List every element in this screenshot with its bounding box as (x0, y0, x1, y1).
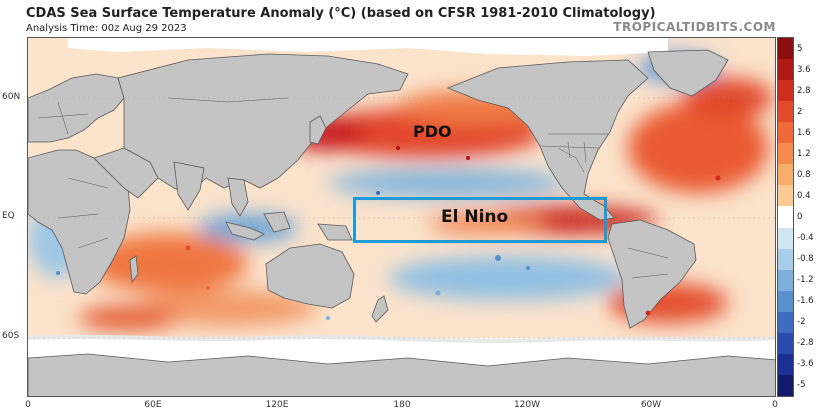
colorbar (777, 37, 794, 397)
border-russia (167, 97, 289, 103)
colorbar-segment (778, 227, 793, 250)
el-nino-label: El Nino (441, 207, 509, 227)
border-africa (57, 177, 109, 249)
colorbar-tick-label: 0.8 (797, 169, 811, 180)
colorbar-tick-label: -0.8 (797, 254, 814, 265)
colorbar-tick-label: -2.8 (797, 338, 814, 349)
el-nino-box (353, 197, 607, 243)
lat-label-60n: 60N (2, 92, 21, 102)
land-north-america (446, 59, 649, 221)
border-us-states (557, 147, 585, 173)
land-europe (28, 73, 125, 143)
lon-label-60e: 60E (144, 400, 162, 410)
colorbar-segment (778, 38, 793, 60)
colorbar-tick-label: 0 (797, 212, 803, 222)
colorbar-segment (778, 206, 793, 229)
sst-map (27, 37, 776, 397)
lon-label-0-east: 0 (772, 400, 778, 410)
anomaly-south-pacific-cool (388, 256, 628, 300)
colorbar-segment (778, 269, 793, 292)
border-europe (37, 101, 89, 135)
anomaly-field (28, 54, 773, 330)
colorbar-segment (778, 353, 793, 376)
colorbar-tick-label: -5 (797, 380, 806, 391)
colorbar-segment (778, 164, 793, 186)
lon-label-180: 180 (393, 400, 411, 410)
lat-label-60s: 60S (2, 331, 20, 341)
land-antarctica (28, 353, 775, 396)
land-japan (309, 115, 327, 145)
pdo-label: PDO (413, 122, 452, 141)
anomaly-indian-ocean (88, 233, 248, 293)
colorbar-segment (778, 248, 793, 271)
colorbar-segment (778, 311, 793, 334)
colorbar-tick-label: 1.2 (797, 148, 811, 159)
colorbar-tick-label: -2 (797, 317, 806, 328)
colorbar-segment (778, 101, 793, 123)
land-africa (28, 149, 131, 295)
colorbar-segment (778, 290, 793, 313)
lon-label-60w: 60W (640, 400, 662, 410)
colorbar-tick-label: 5 (797, 43, 803, 54)
colorbar-segment (778, 185, 793, 207)
colorbar-tick-label: -1.2 (797, 275, 814, 286)
colorbar-segment (778, 80, 793, 102)
land-asia (117, 53, 409, 195)
colorbar-tick-label: 3.6 (797, 64, 811, 75)
land-south-america (607, 219, 697, 329)
colorbar-segment (778, 59, 793, 81)
colorbar-tick-label: 2.8 (797, 85, 811, 96)
arctic-ice (68, 38, 668, 56)
land-new-guinea (317, 223, 353, 241)
land-borneo (263, 211, 291, 233)
colorbar-tick-label: 1.6 (797, 127, 811, 138)
border-us-interior (539, 141, 599, 163)
land-greenland (647, 49, 729, 97)
lon-label-120w: 120W (513, 400, 541, 410)
analysis-time: Analysis Time: 00z Aug 29 2023 (26, 23, 187, 34)
colorbar-tick-label: -1.6 (797, 296, 814, 307)
land-australia (265, 243, 355, 309)
map-title: CDAS Sea Surface Temperature Anomaly (°C… (26, 6, 656, 21)
anomaly-speckle (56, 146, 721, 320)
land-madagascar (129, 255, 139, 284)
anomaly-subtropical-cool (328, 169, 568, 197)
lat-label-eq: EQ (2, 211, 15, 221)
colorbar-tick-label: -0.4 (797, 233, 814, 244)
anomaly-south-indian-warm (138, 290, 318, 326)
border-south-america (627, 247, 669, 279)
colorbar-tick-label: 2 (797, 106, 803, 117)
colorbar-segment (778, 143, 793, 165)
colorbar-segment (778, 374, 793, 396)
anomaly-southern-ocean-warm (78, 306, 178, 330)
colorbar-tick-label: -3.6 (797, 359, 814, 370)
lon-label-0: 0 (25, 400, 31, 410)
country-borders (37, 97, 669, 279)
land-masses (28, 49, 775, 396)
colorbar-segment (778, 122, 793, 144)
land-indochina (227, 177, 249, 217)
watermark: TROPICALTIDBITS.COM (613, 20, 776, 34)
colorbar-tick-label: 0.4 (797, 190, 811, 201)
land-new-zealand (371, 295, 389, 323)
land-sumatra-java (225, 221, 265, 241)
lon-label-120e: 120E (265, 400, 289, 410)
ice-edge (28, 334, 775, 343)
land-india (173, 161, 205, 211)
colorbar-segment (778, 332, 793, 355)
sst-map-canvas (28, 38, 775, 396)
anomaly-north-atlantic-warm (628, 103, 768, 193)
